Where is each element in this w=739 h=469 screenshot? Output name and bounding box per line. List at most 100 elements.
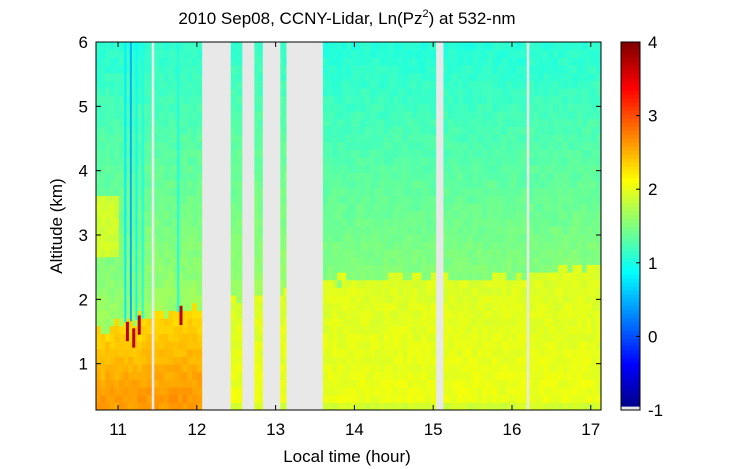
heatmap-cell (154, 356, 160, 365)
heatmap-cell (332, 149, 338, 158)
heatmap-cell (393, 149, 399, 158)
heatmap-cell (369, 226, 376, 235)
heatmap-cell (196, 302, 203, 311)
heatmap-cell (118, 233, 125, 242)
heatmap-cell (132, 333, 138, 342)
heatmap-cell (283, 287, 287, 296)
heatmap-cell (187, 111, 193, 120)
colorbar-step (621, 166, 640, 171)
heatmap-cell (543, 310, 550, 319)
heatmap-cell (562, 287, 569, 296)
heatmap-cell (109, 65, 115, 74)
heatmap-cell (196, 157, 203, 166)
heatmap-cell (383, 210, 390, 219)
heatmap-cell (448, 249, 454, 258)
heatmap-cell (572, 195, 578, 204)
heatmap-cell (443, 279, 449, 288)
heatmap-cell (365, 203, 371, 212)
heatmap-cell (159, 80, 165, 89)
heatmap-cell (388, 272, 394, 281)
colorbar-step (621, 122, 640, 127)
heatmap-cell (416, 364, 423, 373)
heatmap-cell (567, 157, 573, 166)
heatmap-cell (534, 226, 540, 235)
heatmap-cell (168, 103, 174, 112)
heatmap-cell (462, 80, 469, 89)
heatmap-cell (567, 172, 573, 181)
heatmap-cell (341, 88, 347, 97)
heatmap-cell (173, 310, 179, 319)
heatmap-cell (230, 126, 237, 135)
heatmap-cell (236, 379, 243, 388)
heatmap-cell (96, 371, 102, 380)
heatmap-cell (398, 164, 404, 173)
heatmap-cell (487, 42, 493, 51)
heatmap-cell (132, 325, 138, 334)
heatmap-cell (458, 172, 464, 181)
heatmap-cell (132, 187, 138, 196)
heatmap-cell (374, 341, 380, 350)
heatmap-cell (477, 65, 483, 74)
heatmap-cell (182, 180, 188, 189)
heatmap-cell (477, 80, 483, 89)
heatmap-cell (341, 49, 347, 58)
heatmap-cell (332, 65, 338, 74)
heatmap-cell (369, 203, 376, 212)
heatmap-cell (154, 49, 160, 58)
heatmap-cell (596, 325, 601, 334)
heatmap-cell (163, 49, 170, 58)
heatmap-cell (332, 287, 338, 296)
heatmap-cell (577, 218, 583, 227)
heatmap-cell (230, 141, 237, 150)
heatmap-cell (496, 241, 503, 250)
heatmap-cell (114, 279, 120, 288)
heatmap-cell (482, 111, 488, 120)
heatmap-cell (159, 118, 165, 127)
heatmap-cell (581, 195, 588, 204)
heatmap-cell (360, 364, 366, 373)
heatmap-cell (567, 210, 573, 219)
heatmap-cell (154, 65, 160, 74)
heatmap-cell (529, 172, 535, 181)
heatmap-cell (146, 157, 152, 166)
heatmap-cell (114, 371, 120, 380)
heatmap-cell (159, 187, 165, 196)
heatmap-cell (472, 348, 479, 357)
heatmap-cell (154, 233, 160, 242)
heatmap-cell (383, 149, 390, 158)
heatmap-cell (448, 272, 454, 281)
heatmap-cell (534, 149, 540, 158)
heatmap-cell (548, 164, 554, 173)
colorbar-step (621, 254, 640, 259)
heatmap-cell (105, 180, 111, 189)
heatmap-cell (477, 195, 483, 204)
heatmap-cell (443, 80, 449, 89)
heatmap-cell (398, 226, 404, 235)
heatmap-cell (572, 295, 578, 304)
heatmap-cell (187, 218, 193, 227)
heatmap-cell (100, 88, 106, 97)
heatmap-cell (567, 402, 573, 410)
heatmap-cell (477, 387, 483, 396)
heatmap-cell (467, 172, 474, 181)
heatmap-cell (553, 249, 559, 258)
heatmap-cell (430, 187, 437, 196)
heatmap-cell (467, 134, 474, 143)
heatmap-cell (467, 279, 474, 288)
heatmap-cell (182, 310, 188, 319)
heatmap-cell (407, 394, 413, 403)
heatmap-cell (168, 402, 174, 410)
heatmap-cell (336, 287, 343, 296)
heatmap-cell (258, 394, 263, 403)
heatmap-cell (137, 387, 143, 396)
heatmap-cell (374, 233, 380, 242)
heatmap-cell (567, 118, 573, 127)
heatmap-cell (327, 256, 333, 265)
heatmap-cell (322, 226, 329, 235)
heatmap-cell (254, 333, 259, 342)
heatmap-cell (360, 149, 366, 158)
heatmap-cell (572, 387, 578, 396)
heatmap-cell (543, 57, 550, 66)
heatmap-cell (177, 210, 184, 219)
heatmap-cell (501, 387, 508, 396)
